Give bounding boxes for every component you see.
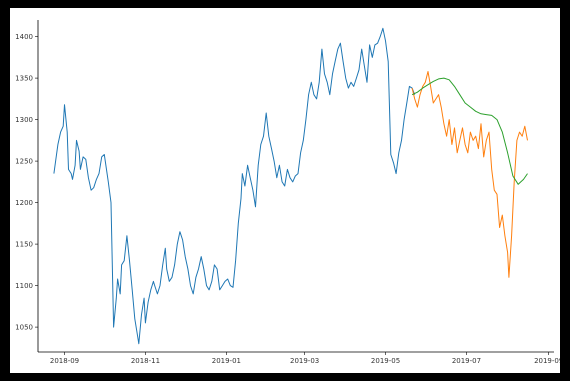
y-tick-label: 1100 [15,282,33,290]
x-tick-label: 2019-07 [452,357,481,365]
y-tick-label: 1200 [15,199,33,207]
series-line-3 [411,77,528,185]
line-chart: 2018-09 2018-11 2019-01 2019-03 2019-05 2019-… [15,20,560,365]
x-tick-label: 2018-09 [50,357,79,365]
y-tick-label: 1400 [15,33,33,41]
chart-frame: 2018-09 2018-11 2019-01 2019-03 2019-05 2019-… [10,8,560,373]
y-tick-label: 1050 [15,324,33,332]
y-tick-label: 1150 [15,241,33,249]
plot-area [38,20,554,352]
x-tick-label: 2019-05 [371,357,400,365]
x-tick-label: 2019-09 [534,357,560,365]
y-tick-label: 1350 [15,75,33,83]
x-tick-label: 2018-11 [131,357,160,365]
series-line-2 [411,71,528,278]
x-tick-label: 2019-01 [212,357,241,365]
y-tick-label: 1250 [15,158,33,166]
series-line-1 [53,27,416,345]
y-tick-label: 1300 [15,116,33,124]
x-tick-label: 2019-03 [290,357,319,365]
